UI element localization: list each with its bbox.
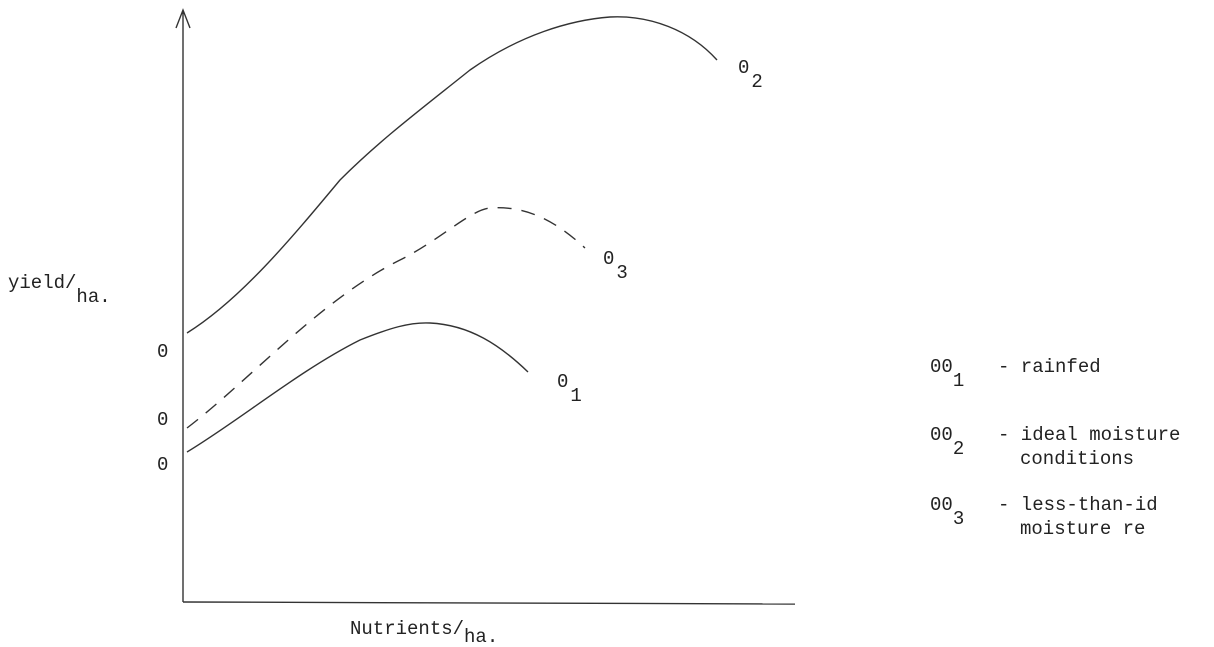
text-part: ha. — [464, 626, 498, 647]
curve-label: 01 — [557, 371, 582, 407]
text-part: 0 — [738, 57, 749, 79]
y-marker: 0 — [157, 454, 168, 476]
text-part: 0 — [603, 248, 614, 270]
legend-symbol: 001 — [930, 356, 964, 392]
text-part: 0 — [557, 371, 568, 393]
text-part: 3 — [953, 508, 964, 530]
y-label: yield/ha. — [8, 272, 111, 308]
legend-text: - less-than-id — [998, 494, 1158, 516]
y-marker: 0 — [157, 409, 168, 431]
text-part: 00 — [930, 356, 953, 378]
legend-text: - rainfed — [998, 356, 1101, 378]
text-part: 00 — [930, 494, 953, 516]
legend-symbol: 003 — [930, 494, 964, 530]
text-part: 2 — [953, 438, 964, 460]
text-part: ha. — [76, 286, 110, 308]
y-marker: 0 — [157, 341, 168, 363]
curve-rainfed — [186, 322, 529, 453]
curve-less-than-ideal — [186, 207, 586, 429]
text-part: 00 — [930, 424, 953, 446]
text-part: 2 — [751, 71, 762, 93]
text-part: Nutrients/ — [350, 618, 464, 640]
curve-label: 02 — [738, 57, 763, 93]
legend-text: - ideal moisture — [998, 424, 1180, 446]
text-part: 1 — [953, 370, 964, 392]
y-axis — [175, 8, 191, 602]
text-part: 3 — [616, 262, 627, 284]
legend-symbol: 002 — [930, 424, 964, 460]
legend-text: moisture re — [1020, 518, 1145, 540]
text-part: 1 — [570, 385, 581, 407]
x-label: Nutrients/ha. — [350, 618, 498, 647]
x-axis — [182, 601, 796, 605]
legend-text: conditions — [1020, 448, 1134, 470]
text-part: yield/ — [8, 272, 76, 294]
curve-label: 03 — [603, 248, 628, 284]
curve-ideal — [186, 16, 718, 334]
